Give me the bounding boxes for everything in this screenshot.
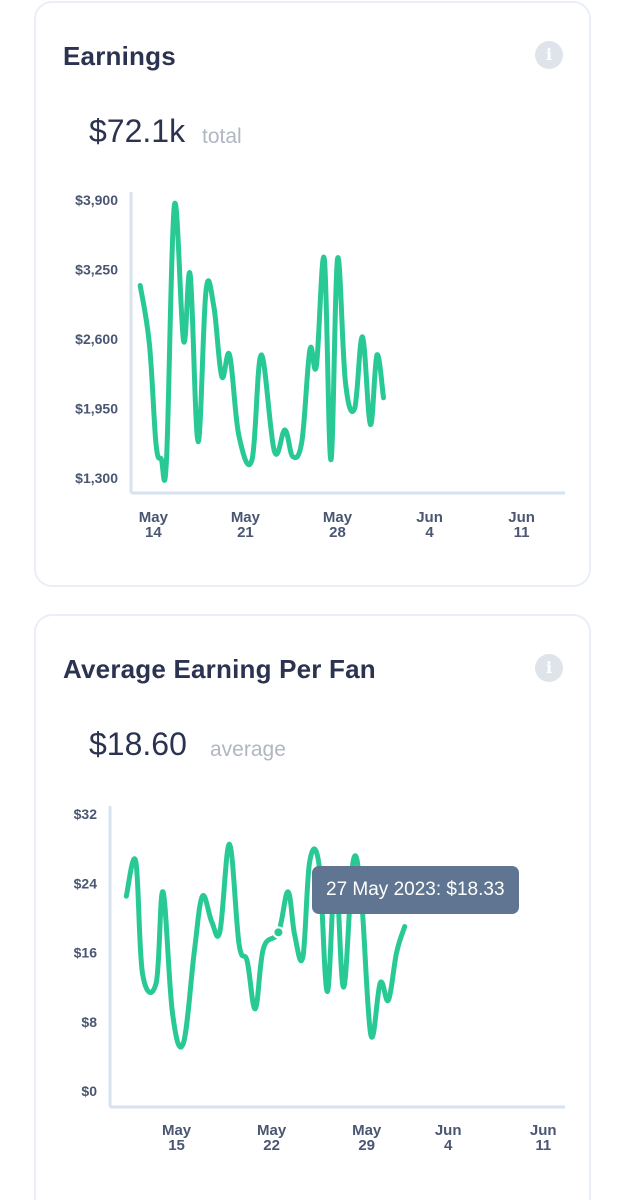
y-tick-label: $3,250 bbox=[75, 262, 118, 278]
earnings-total-suffix: total bbox=[202, 125, 242, 148]
y-tick-label: $8 bbox=[81, 1014, 97, 1030]
x-tick-label: May bbox=[323, 509, 353, 526]
x-tick-label: May bbox=[257, 1122, 287, 1139]
x-tick-label: 28 bbox=[329, 524, 346, 541]
x-tick-label: Jun bbox=[435, 1122, 462, 1139]
x-tick-label: 11 bbox=[535, 1137, 551, 1154]
y-tick-label: $1,300 bbox=[75, 470, 118, 486]
x-tick-label: Jun bbox=[508, 509, 535, 526]
info-icon[interactable]: i bbox=[535, 654, 563, 682]
y-tick-label: $16 bbox=[74, 945, 98, 961]
info-icon[interactable]: i bbox=[535, 41, 563, 69]
earnings-total-value: $72.1k bbox=[89, 113, 186, 149]
earnings-card: Earnings i $72.1k total bbox=[34, 1, 591, 587]
average-earning-value: $18.60 bbox=[89, 726, 187, 762]
x-tick-label: 15 bbox=[168, 1137, 185, 1154]
x-tick-label: 29 bbox=[358, 1137, 375, 1154]
y-tick-label: $3,900 bbox=[75, 192, 118, 208]
y-tick-label: $2,600 bbox=[75, 331, 118, 347]
y-tick-label: $32 bbox=[74, 806, 98, 822]
x-tick-label: May bbox=[231, 509, 261, 526]
x-tick-label: May bbox=[139, 509, 169, 526]
x-tick-label: 4 bbox=[444, 1137, 453, 1154]
x-tick-label: 11 bbox=[514, 524, 530, 541]
average-earning-suffix: average bbox=[210, 738, 286, 761]
x-tick-label: 14 bbox=[145, 524, 162, 541]
average-earning-title: Average Earning Per Fan bbox=[63, 654, 376, 684]
chart-tooltip: 27 May 2023: $18.33 bbox=[312, 866, 519, 914]
x-tick-label: May bbox=[352, 1122, 382, 1139]
x-tick-label: May bbox=[162, 1122, 192, 1139]
x-tick-label: 21 bbox=[237, 524, 254, 541]
y-tick-label: $1,950 bbox=[75, 401, 118, 417]
series-line bbox=[137, 200, 386, 483]
x-tick-label: 22 bbox=[263, 1137, 280, 1154]
hover-marker bbox=[274, 928, 283, 937]
x-tick-label: Jun bbox=[416, 509, 443, 526]
y-tick-label: $0 bbox=[81, 1083, 97, 1099]
y-tick-label: $24 bbox=[74, 875, 98, 891]
x-tick-label: Jun bbox=[530, 1122, 557, 1139]
x-tick-label: 4 bbox=[425, 524, 434, 541]
earnings-title: Earnings bbox=[63, 41, 176, 71]
